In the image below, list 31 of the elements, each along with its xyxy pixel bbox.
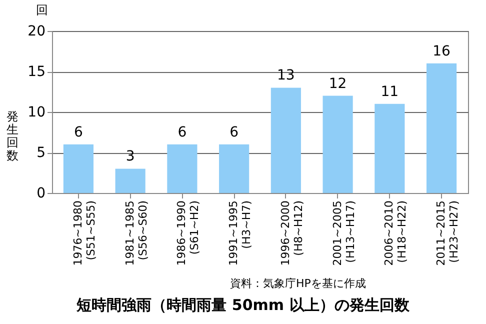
text: 短時間強雨（時間雨量 50mm 以上）の発生回数 (76, 296, 410, 315)
x-tick-label: 1996~2000 (H8~H12) (278, 200, 305, 266)
y-tick-label: 10 (28, 104, 46, 120)
x-tick-label: 1986~1990 (S61~H2) (175, 200, 202, 266)
y-tick-label: 0 (36, 186, 46, 202)
text: 資料：気象庁HPを基に作成 (230, 276, 366, 291)
x-tick-label: 1991~1995 (H3~H7) (227, 200, 254, 266)
bar (167, 144, 198, 193)
bar (219, 144, 250, 193)
y-axis-title: 発生回数 (6, 110, 18, 162)
bar (426, 63, 457, 193)
x-tick-label: 1981~1985 (S56~S60) (123, 200, 150, 266)
data-label: 12 (328, 76, 347, 92)
bar (374, 104, 405, 193)
x-tick-label: 2001~2005 (H13~H17) (330, 200, 357, 266)
x-tick-label: 2011~2015 (H23~H27) (434, 200, 461, 266)
data-label: 16 (432, 43, 451, 60)
bar (115, 168, 146, 193)
y-tick-label: 5 (36, 145, 46, 161)
y-tick-label: 15 (28, 64, 46, 80)
bar (322, 96, 353, 193)
data-label: 11 (380, 84, 399, 100)
x-tick-label: 2006~2010 (H18~H22) (382, 200, 409, 266)
x-tick-label: 1976~1980 (S51~S55) (71, 200, 98, 266)
data-label: 6 (230, 124, 239, 140)
bar (270, 88, 301, 193)
text: 回 (36, 2, 48, 19)
data-label: 6 (74, 124, 83, 140)
data-label: 6 (178, 124, 187, 140)
y-tick-label: 20 (28, 24, 46, 40)
bar (63, 144, 94, 193)
